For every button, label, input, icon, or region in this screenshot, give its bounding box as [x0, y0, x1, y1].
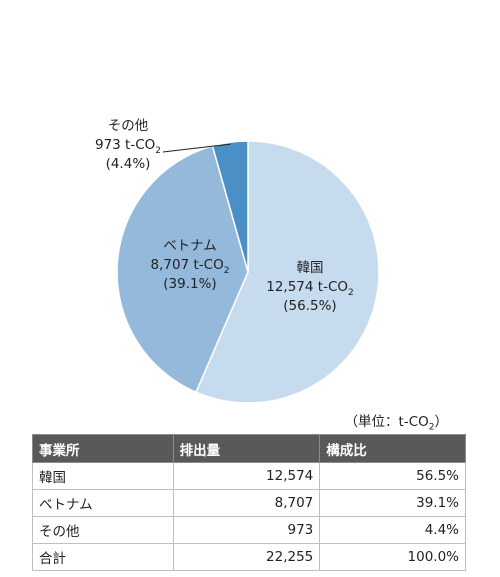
cell-site: ベトナム: [32, 489, 174, 517]
slice-name-label: ベトナム: [163, 238, 217, 254]
table-row-total: 合計 22,255 100.0%: [32, 543, 466, 571]
cell-emissions: 8,707: [172, 489, 321, 517]
table-row: ベトナム 8,707 39.1%: [32, 489, 466, 517]
cell-site: その他: [32, 516, 174, 544]
header-site: 事業所: [32, 434, 174, 463]
slice-label: ベトナム 8,707 t-CO2(39.1%): [151, 238, 230, 292]
slice-name-label: その他: [108, 118, 149, 134]
cell-share: 100.0%: [319, 543, 466, 571]
cell-share: 4.4%: [319, 516, 466, 544]
cell-emissions: 973: [172, 516, 321, 544]
slice-value-label: 973 t-CO2: [95, 137, 161, 156]
cell-site: 韓国: [32, 462, 174, 490]
slice-percent-label: (56.5%): [283, 298, 336, 314]
table-row: 韓国 12,574 56.5%: [32, 462, 466, 490]
cell-share: 39.1%: [319, 489, 466, 517]
header-emissions: 排出量: [172, 434, 321, 463]
cell-site: 合計: [32, 543, 174, 571]
table-header-row: 事業所 排出量 構成比: [32, 434, 466, 463]
unit-note: （単位：t-CO2）: [344, 414, 448, 433]
slice-percent-label: (39.1%): [163, 276, 216, 292]
table-row: その他 973 4.4%: [32, 516, 466, 544]
emissions-table: 事業所 排出量 構成比 韓国 12,574 56.5% ベトナム 8,707 3…: [32, 434, 466, 571]
pie-slice: [194, 140, 380, 404]
pie-chart: 韓国 12,574 t-CO2(56.5%) ベトナム 8,707 t-CO2(39.…: [95, 118, 380, 404]
slice-value-label: 8,707 t-CO2: [151, 257, 230, 276]
slice-label: 韓国 12,574 t-CO2(56.5%): [266, 260, 353, 314]
cell-emissions: 22,255: [172, 543, 321, 571]
header-share: 構成比: [319, 434, 466, 463]
slice-label: その他 973 t-CO2(4.4%): [95, 118, 161, 172]
cell-share: 56.5%: [319, 462, 466, 490]
slice-percent-label: (4.4%): [106, 156, 151, 172]
slice-value-label: 12,574 t-CO2: [266, 279, 353, 298]
slice-name-label: 韓国: [297, 260, 324, 276]
pie-slice: [116, 144, 249, 394]
leader-line: [162, 143, 231, 153]
cell-emissions: 12,574: [172, 462, 321, 490]
